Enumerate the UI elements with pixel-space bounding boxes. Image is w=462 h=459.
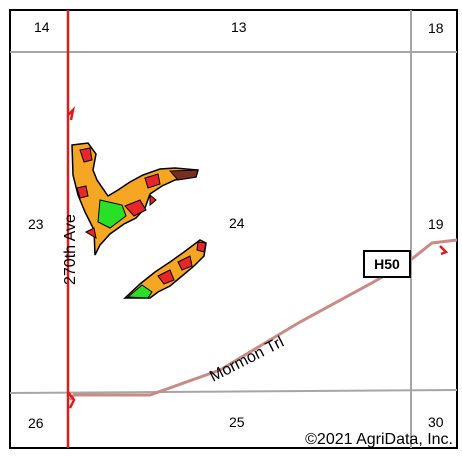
highway-shield-label: H50 <box>374 256 400 272</box>
270th-ave-road <box>66 10 449 448</box>
section-label: 23 <box>28 216 44 232</box>
road-label-270th-ave: 270th Ave <box>62 214 79 285</box>
highway-shield: H50 <box>363 250 411 278</box>
section-label: 25 <box>229 414 245 430</box>
section-line-south <box>9 389 458 394</box>
mormon-trail-road <box>68 238 458 401</box>
field-polygon-north <box>71 142 199 256</box>
section-labels: 14 13 18 23 24 19 26 25 30 <box>28 19 444 431</box>
section-label: 24 <box>229 215 245 231</box>
field-polygon-south <box>123 239 207 299</box>
section-label: 13 <box>231 19 247 35</box>
section-label: 26 <box>28 415 44 431</box>
section-lines <box>9 10 458 448</box>
section-label: 30 <box>428 414 444 430</box>
copyright-text: ©2021 AgriData, Inc. <box>305 431 453 448</box>
section-label: 19 <box>428 216 444 232</box>
section-label: 18 <box>428 20 444 36</box>
section-label: 14 <box>34 19 50 35</box>
map-border <box>9 9 458 449</box>
